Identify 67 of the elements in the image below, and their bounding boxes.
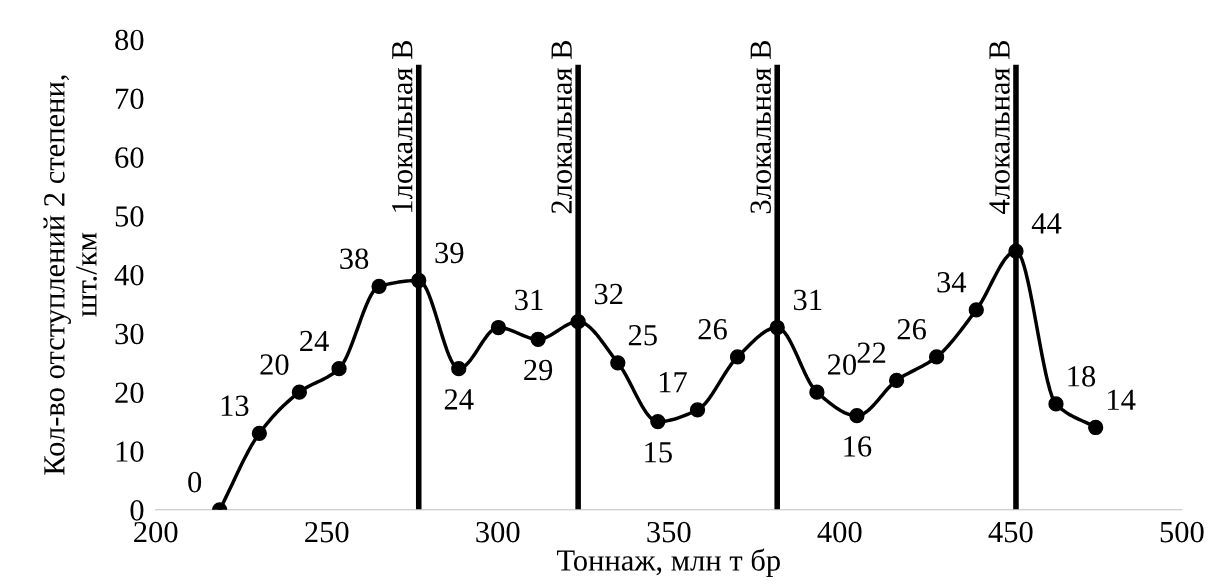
point [968,302,984,318]
ref-line-label: 1локальная В [392,40,413,212]
data-label: 16 [844,436,872,457]
point [769,319,785,336]
y-axis-title: Кол-во отступлений 2 степени, шт./км [43,75,97,475]
data-label: 18 [1068,366,1096,387]
x-tick-label: 250 [305,521,349,543]
x-tick-label: 200 [134,521,178,543]
point [371,278,387,294]
y-tick-label: 50 [115,206,144,227]
data-label: 24 [444,389,474,410]
point [888,372,905,389]
y-tick-label: 40 [114,264,144,286]
point [451,361,467,377]
data-label: 26 [897,319,926,340]
data-label: 34 [937,272,967,293]
y-tick-label: 20 [115,382,144,404]
y-tick-label: 60 [115,147,144,168]
point [291,384,308,400]
point [1088,419,1104,436]
data-label: 38 [340,248,369,270]
y-tick-label: 0 [130,500,144,521]
data-label: 31 [793,289,822,311]
y-tick-label: 10 [116,441,144,462]
data-label: 13 [221,395,249,417]
point [411,272,427,289]
data-label: 17 [659,372,687,393]
point [729,349,746,365]
data-label: 15 [645,442,672,463]
point [928,349,945,365]
x-axis-title: Тоннаж, млн т бр [556,548,780,577]
point [570,313,586,330]
ref-line-label: 2локальная В [551,40,572,214]
data-label: 20 [260,354,289,375]
data-label: 29 [524,359,553,381]
point [1008,243,1024,259]
data-label: 22 [857,342,886,363]
data-label: 39 [435,242,464,264]
point [809,384,825,400]
point [490,319,507,336]
data-label: 24 [300,330,329,352]
point [530,331,546,347]
x-tick-label: 450 [988,521,1033,543]
point [331,361,347,377]
x-tick-label: 300 [476,521,520,543]
x-tick-label: 350 [647,521,691,543]
y-tick-label: 30 [115,323,144,345]
point [1048,396,1064,412]
point [849,408,865,424]
x-tick-label: 500 [1160,521,1204,543]
data-label: 31 [515,289,543,311]
x-tick-label: 400 [817,521,862,543]
data-label: 26 [698,319,727,340]
ref-line-label: 3локальная В [750,40,772,214]
point [610,355,626,371]
data-label: 20 [827,354,857,375]
ref-line-label: 4локальная В [989,40,1010,214]
data-label: 14 [1108,389,1136,410]
y-tick-label: 80 [115,29,144,51]
data-label: 25 [628,324,657,346]
data-label: 44 [1031,213,1062,234]
point [650,413,666,430]
point [689,402,706,418]
point [251,425,267,441]
data-label: 0 [188,471,202,493]
y-tick-label: 70 [116,88,144,110]
data-label: 32 [594,283,623,305]
